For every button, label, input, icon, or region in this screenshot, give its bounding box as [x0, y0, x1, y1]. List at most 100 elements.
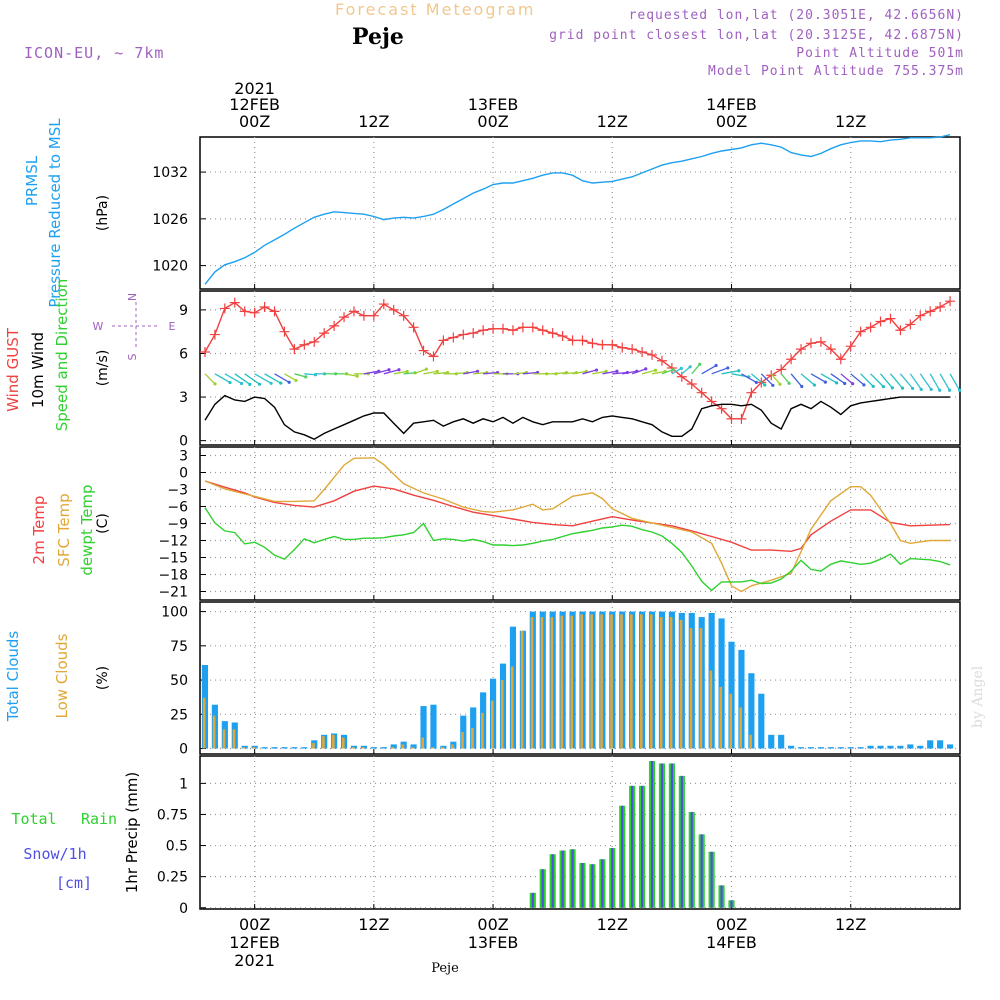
wind-arrow	[254, 373, 272, 384]
gust-marker	[905, 319, 916, 330]
precip-bar-stripe	[730, 900, 733, 908]
total-cloud-bar	[370, 747, 377, 749]
temperature-ytick-label: −3	[167, 483, 188, 499]
precip-bar-stripe	[690, 811, 693, 908]
wind-arrow-head	[957, 388, 962, 392]
wind-arrow-head	[919, 387, 923, 391]
wind-arrow	[373, 369, 390, 375]
gust-marker	[686, 378, 697, 389]
pressure-ytick-label: 1026	[152, 212, 188, 228]
axis-date-top: 13FEB	[468, 95, 519, 114]
gust-marker	[339, 312, 350, 323]
low-cloud-bar	[699, 628, 703, 749]
total-cloud-bar	[738, 649, 745, 749]
precip-ylabel: 1hr Precip (mm)	[123, 772, 141, 893]
gust-marker	[428, 351, 439, 362]
wind-arrow	[304, 373, 316, 376]
low-cloud-bar	[500, 680, 504, 749]
low-cloud-bar	[590, 614, 593, 749]
total-cloud-bar	[946, 744, 954, 749]
precip-ytick-label: 0.5	[166, 839, 188, 855]
series-wind-gust	[204, 300, 951, 420]
wind-arrow-head	[279, 381, 283, 385]
precip-bar-stripe	[640, 785, 644, 908]
wind-arrow-head	[737, 369, 741, 373]
gust-marker	[835, 354, 846, 365]
axis-year-bottom: 2021	[234, 951, 275, 970]
chart-title: Forecast Meteogram	[335, 0, 536, 19]
wind-arrow	[721, 370, 739, 375]
pressure-ytick-label: 1020	[152, 259, 188, 275]
wind-ytick-label: 6	[179, 346, 188, 362]
low-cloud-bar	[580, 614, 583, 749]
gust-marker	[309, 336, 320, 347]
precip-bar-stripe	[571, 849, 574, 908]
total-cloud-bar	[748, 673, 755, 749]
wind-arrow-head	[812, 383, 817, 387]
wind-arrow	[919, 373, 932, 390]
wind-arrow	[691, 363, 701, 375]
series-prmsl	[204, 134, 951, 285]
series-sfc-temp	[204, 457, 951, 593]
total-cloud-bar	[291, 747, 298, 749]
axis-hour-top: 12Z	[358, 112, 389, 131]
wind-arrow	[641, 369, 656, 375]
gust-marker	[825, 344, 836, 355]
gust-marker	[865, 322, 876, 333]
precip-bar-stripe	[720, 885, 723, 908]
low-cloud-bar	[570, 615, 574, 749]
place-name: Peje	[352, 24, 404, 50]
wind-arrow	[651, 370, 666, 375]
gust-marker	[319, 328, 330, 339]
panel-label: Low Clouds	[53, 633, 71, 718]
low-cloud-bar	[649, 614, 653, 749]
compass-s: S	[126, 353, 139, 360]
gust-marker	[239, 306, 250, 317]
gust-marker	[666, 363, 677, 373]
gust-marker	[408, 322, 419, 333]
low-cloud-bar	[361, 747, 365, 749]
wind-arrow-head	[355, 374, 359, 378]
gust-marker	[478, 325, 489, 336]
gust-marker	[289, 344, 300, 355]
gust-marker	[448, 332, 459, 343]
total-cloud-bar	[927, 740, 934, 749]
precip-bar-stripe	[611, 848, 614, 908]
wind-arrow-head	[213, 382, 217, 386]
total-cloud-bar	[897, 745, 904, 749]
wind-ytick-label: 3	[179, 390, 188, 406]
wind-arrow	[889, 373, 903, 389]
low-cloud-bar	[689, 628, 693, 749]
wind-arrow	[204, 373, 216, 385]
wind-arrow	[770, 373, 781, 385]
wind-arrow-head	[890, 386, 894, 390]
panel-label: 10m Wind	[29, 332, 47, 408]
low-cloud-bar	[669, 617, 673, 749]
temperature-ytick-label: −9	[167, 517, 188, 533]
wind-arrow-head	[843, 381, 847, 386]
wind-arrow-head	[644, 367, 648, 371]
axis-hour-bottom: 12Z	[835, 915, 866, 934]
wind-arrow-head	[239, 381, 244, 386]
wind-arrow	[880, 373, 893, 389]
wind-arrow	[830, 373, 846, 385]
gust-marker	[647, 349, 658, 360]
gust-marker	[925, 306, 936, 317]
precip-bar-stripe	[670, 763, 674, 908]
gust-marker	[706, 396, 717, 407]
low-cloud-bar	[232, 729, 236, 749]
precip-label-total: Total	[11, 810, 56, 828]
axis-hour-bottom: 12Z	[597, 915, 628, 934]
total-cloud-bar	[807, 747, 815, 749]
axis-date-top: 12FEB	[229, 95, 280, 114]
axis-year-top: 2021	[234, 79, 275, 98]
low-cloud-bar	[312, 743, 315, 749]
wind-arrow	[622, 370, 637, 375]
low-cloud-bar	[212, 715, 216, 749]
wind-ylabel: (m/s)	[95, 350, 111, 387]
axis-hour-bottom: 00Z	[716, 915, 747, 934]
low-cloud-bar	[471, 727, 474, 749]
gust-marker	[378, 299, 389, 310]
panel-label: 2m Temp	[30, 496, 48, 565]
wind-arrow-head	[714, 363, 718, 368]
